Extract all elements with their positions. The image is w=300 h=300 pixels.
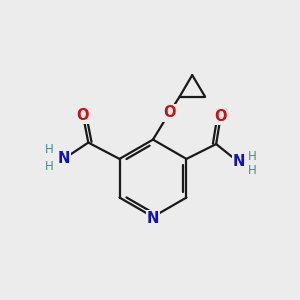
Text: H: H <box>248 150 257 163</box>
Text: N: N <box>233 154 245 169</box>
Text: N: N <box>57 151 70 166</box>
Text: H: H <box>45 160 54 173</box>
Text: N: N <box>147 211 159 226</box>
Text: O: O <box>214 109 227 124</box>
Text: O: O <box>163 105 176 120</box>
Text: H: H <box>45 143 54 156</box>
Text: O: O <box>77 108 89 123</box>
Text: H: H <box>248 164 257 177</box>
